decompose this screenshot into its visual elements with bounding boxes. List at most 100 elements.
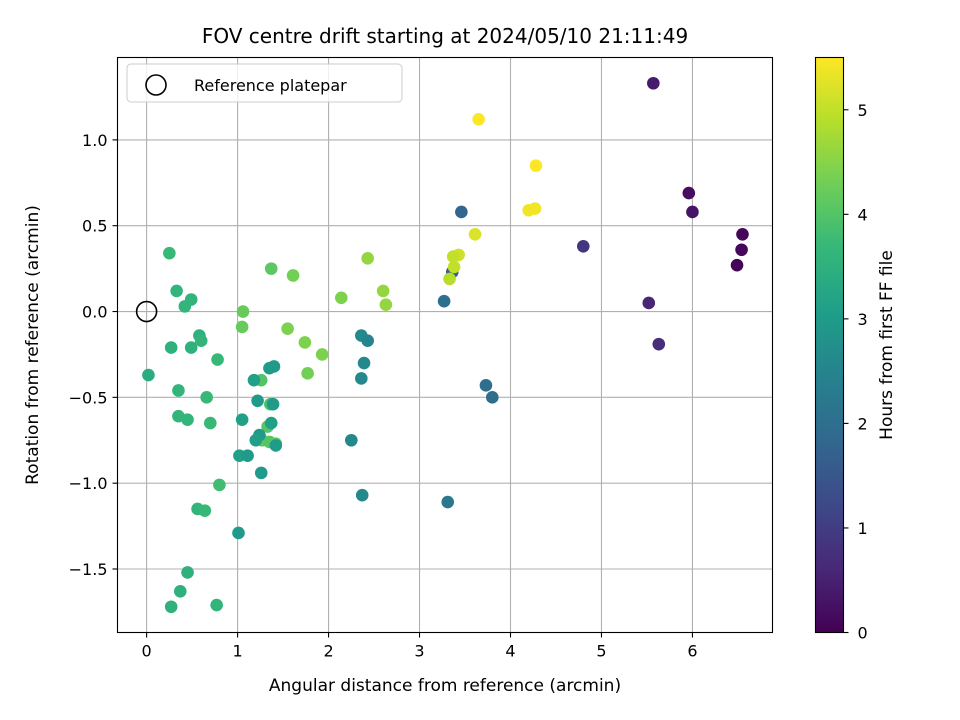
data-point	[249, 433, 263, 447]
data-point	[315, 348, 329, 361]
data-point	[184, 341, 198, 354]
data-point	[210, 598, 223, 612]
data-point	[379, 298, 393, 311]
data-point	[235, 413, 249, 426]
data-point	[213, 478, 226, 492]
data-point	[251, 394, 264, 408]
x-tick-label: 1	[232, 642, 242, 661]
data-point	[241, 449, 254, 463]
data-point	[735, 243, 748, 257]
data-point	[528, 202, 542, 215]
data-point	[211, 353, 224, 366]
legend: Reference platepar	[126, 63, 403, 103]
grid-lines	[117, 57, 773, 633]
data-point	[334, 291, 348, 305]
data-point	[170, 284, 183, 298]
y-tick-label: 0.5	[82, 217, 107, 236]
data-point	[441, 495, 455, 509]
data-point	[264, 262, 278, 275]
x-tick-label: 4	[505, 642, 515, 661]
data-point	[164, 600, 178, 614]
data-point	[264, 416, 278, 430]
chart-title: FOV centre drift starting at 2024/05/10 …	[202, 24, 688, 48]
data-point	[301, 367, 314, 380]
data-point	[447, 260, 461, 274]
data-point	[446, 250, 460, 263]
colorbar-tick-label: 5	[858, 101, 868, 120]
data-point	[472, 112, 485, 126]
legend-label: Reference platepar	[194, 76, 347, 95]
data-point	[281, 322, 294, 335]
data-point	[236, 305, 250, 318]
y-tick-label: −1.0	[69, 474, 108, 493]
y-tick-label: 1.0	[82, 131, 107, 150]
colorbar-tick-label: 3	[858, 310, 868, 329]
data-point	[254, 466, 268, 480]
data-points	[135, 76, 749, 614]
x-tick-label: 3	[414, 642, 424, 661]
axis-ticks: 0 1 2 3 4 5 6 −1.5 −1.0 −0.5 0.0 0.5 1.0	[69, 131, 698, 661]
data-point	[682, 186, 696, 200]
x-tick-label: 0	[142, 642, 152, 661]
data-point	[203, 416, 217, 430]
x-axis-label: Angular distance from reference (arcmin)	[269, 676, 621, 696]
colorbar-ticks: 0 1 2 3 4 5	[843, 101, 868, 643]
data-point	[357, 356, 371, 370]
data-point	[355, 372, 368, 385]
data-point	[194, 334, 208, 348]
x-tick-label: 2	[323, 642, 333, 661]
data-point	[142, 368, 155, 382]
data-point	[235, 320, 249, 334]
data-point	[164, 341, 178, 354]
data-point	[443, 272, 456, 286]
data-point	[198, 504, 212, 517]
data-point	[266, 397, 280, 411]
y-axis-label: Rotation from reference (arcmin)	[23, 205, 43, 485]
y-tick-label: 0.0	[82, 303, 107, 322]
y-tick-label: −0.5	[69, 388, 108, 407]
y-tick-label: −1.5	[69, 560, 108, 579]
data-point	[376, 284, 390, 298]
x-tick-label: 6	[687, 642, 697, 661]
legend-box	[126, 63, 403, 103]
data-point	[163, 246, 176, 260]
data-point	[200, 391, 213, 404]
data-point	[736, 227, 749, 241]
data-point	[455, 205, 468, 219]
data-point	[529, 159, 543, 172]
data-point	[576, 240, 590, 253]
data-point	[647, 76, 660, 90]
data-point	[730, 258, 744, 272]
data-point	[437, 294, 451, 308]
colorbar-tick-label: 1	[858, 519, 868, 538]
data-point	[355, 488, 369, 502]
data-point	[642, 296, 656, 310]
data-point	[361, 334, 374, 348]
data-point	[486, 391, 499, 404]
data-point	[173, 585, 187, 598]
colorbar-frame	[814, 56, 845, 634]
data-point	[269, 439, 283, 452]
colorbar-tick-label: 4	[858, 205, 868, 224]
data-point	[181, 566, 194, 579]
colorbar-gradient	[815, 57, 843, 632]
data-point	[479, 379, 493, 392]
colorbar-tick-label: 0	[858, 624, 868, 643]
data-point	[181, 413, 194, 426]
plot-frame	[116, 56, 774, 634]
data-point	[344, 433, 358, 447]
data-point	[247, 373, 261, 387]
data-point	[298, 336, 312, 349]
data-point	[468, 227, 482, 241]
data-point	[652, 337, 666, 351]
colorbar: 0 1 2 3 4 5	[814, 56, 868, 643]
reference-platepar-marker	[135, 300, 158, 323]
data-point	[361, 252, 374, 265]
data-point	[286, 269, 300, 282]
colorbar-label: Hours from first FF file	[877, 250, 897, 440]
colorbar-tick-label: 2	[858, 414, 868, 433]
x-tick-label: 5	[596, 642, 606, 661]
legend-reference-marker	[145, 74, 167, 96]
data-point	[172, 384, 185, 397]
